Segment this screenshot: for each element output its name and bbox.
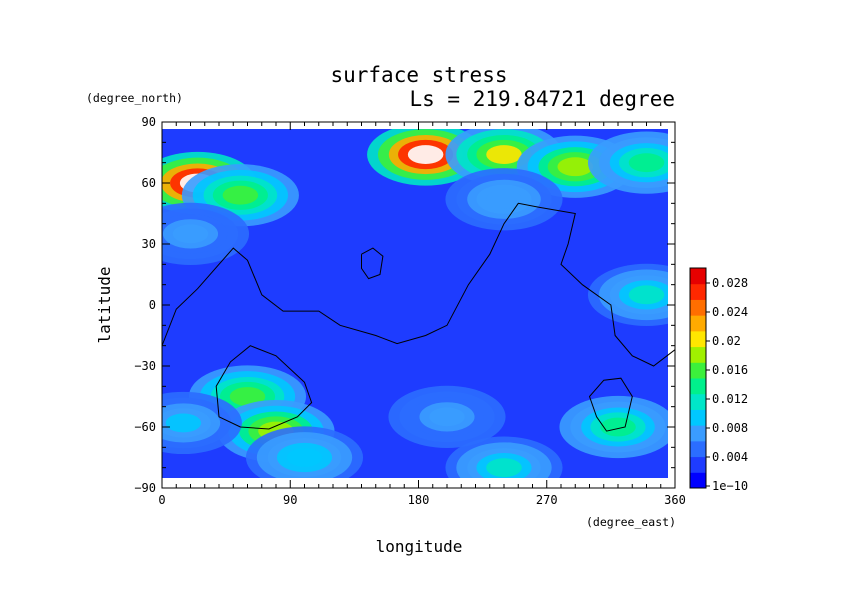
heatmap-blob [429,407,465,427]
heatmap-blob [628,285,665,305]
heatmap-blob [165,413,202,433]
contour-line [588,377,633,432]
plot-frame: 0 90 180 270 360 90 60 30 0 −30 −60 −90 [134,115,686,507]
heatmap-blob [229,387,266,406]
colorbar-tick-label: 0.02 [712,334,741,348]
y-tick-label: 30 [142,237,156,251]
colorbar-segment [690,440,706,458]
chart-subtitle: Ls = 219.84721 degree [409,87,675,111]
contour-line [361,247,384,280]
heatmap-blob [600,417,636,437]
colorbar-tick-label: 0.008 [712,421,748,435]
colorbar-segment [690,409,706,426]
colorbar-segment [690,330,706,348]
colorbar-segment [690,378,706,395]
heatmap-field [162,129,668,478]
heatmap-blob [172,224,209,244]
colorbar-tick-label: 0.004 [712,450,748,464]
colorbar-segment [690,472,706,489]
y-unit-label: (degree_north) [86,91,183,105]
heatmap-blob [486,145,522,164]
heatmap-blob [557,157,594,177]
contour-line [162,202,675,367]
heatmap-blob [222,185,259,205]
colorbar-segment [690,362,706,379]
colorbar-tick-label: 0.028 [712,276,748,290]
contour-lines [162,202,675,432]
y-tick-label: −90 [134,481,156,495]
colorbar-tick-label: 1e−10 [712,479,748,493]
heatmap-blob [407,145,444,164]
y-tick-label: 60 [142,176,156,190]
colorbar-segment [690,393,706,410]
colorbar-tick-label: 0.016 [712,363,748,377]
colorbar-segment [690,268,706,285]
chart-title: surface stress [330,63,507,87]
x-tick-label: 90 [283,493,297,507]
x-tick-label: 180 [408,493,430,507]
colorbar-segment [690,315,706,332]
colorbar-segment [690,456,706,473]
y-axis-label: latitude [95,266,114,343]
y-tick-label: 90 [142,115,156,129]
y-tick-label: −60 [134,420,156,434]
x-tick-label: 360 [664,493,686,507]
x-tick-label: 0 [158,493,165,507]
colorbar-border [689,267,707,489]
x-axis-label: longitude [376,537,463,556]
x-tick-label: 270 [536,493,558,507]
contour-line [215,345,313,430]
colorbar-segment [690,299,706,316]
heatmap-blob [286,448,323,467]
heatmap-blob [486,458,522,478]
colorbar-tick-label: 0.024 [712,305,748,319]
heatmap-blob [486,189,522,209]
y-tick-label: 0 [149,298,156,312]
colorbar-tick-label: 0.012 [712,392,748,406]
x-unit-label: (degree_east) [586,515,676,529]
colorbar-segment [690,346,706,363]
colorbar-segment [690,425,706,442]
colorbar-segment [690,283,706,300]
heatmap-blob [628,153,665,173]
y-tick-label: −30 [134,359,156,373]
colorbar: 0.028 0.024 0.02 0.016 0.012 0.008 0.004 1e−10 [689,267,748,493]
